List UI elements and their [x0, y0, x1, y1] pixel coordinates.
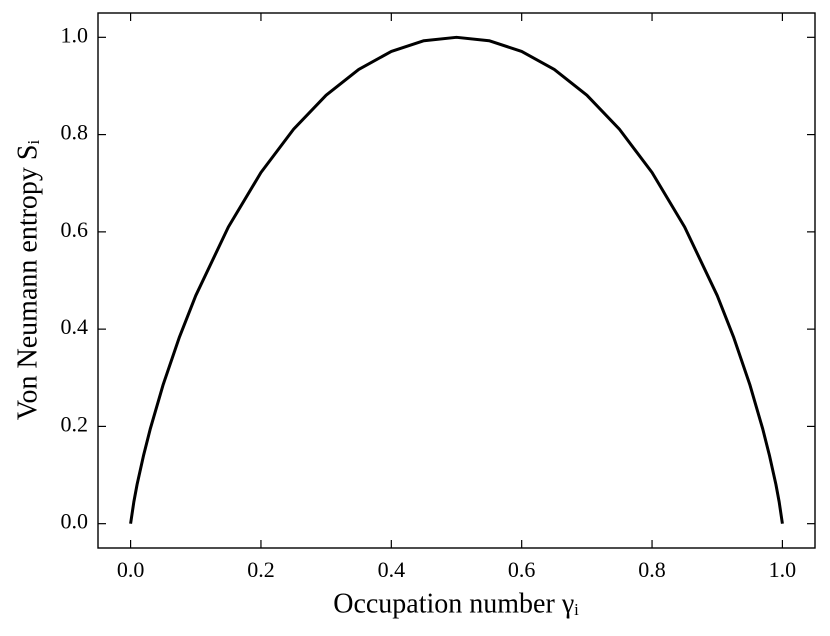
plot-frame: [97, 12, 816, 549]
y-tick-label: 0.0: [61, 509, 89, 534]
y-tick-label: 1.0: [61, 22, 89, 47]
y-tick-label: 0.8: [61, 120, 89, 145]
y-tick-label: 0.6: [61, 217, 89, 242]
x-tick-label: 1.0: [769, 557, 797, 582]
y-axis-title: Von Neumann entropy Sᵢ: [12, 140, 43, 421]
data-line: [129, 35, 784, 524]
y-tick-label: 0.4: [61, 314, 89, 339]
x-tick-label: 0.4: [378, 557, 406, 582]
y-tick-label: 0.2: [61, 411, 89, 436]
x-tick-label: 0.0: [117, 557, 145, 582]
x-tick-label: 0.6: [508, 557, 536, 582]
x-tick-label: 0.8: [638, 557, 666, 582]
x-tick-label: 0.2: [247, 557, 275, 582]
x-axis-title: Occupation number γᵢ: [333, 588, 579, 619]
